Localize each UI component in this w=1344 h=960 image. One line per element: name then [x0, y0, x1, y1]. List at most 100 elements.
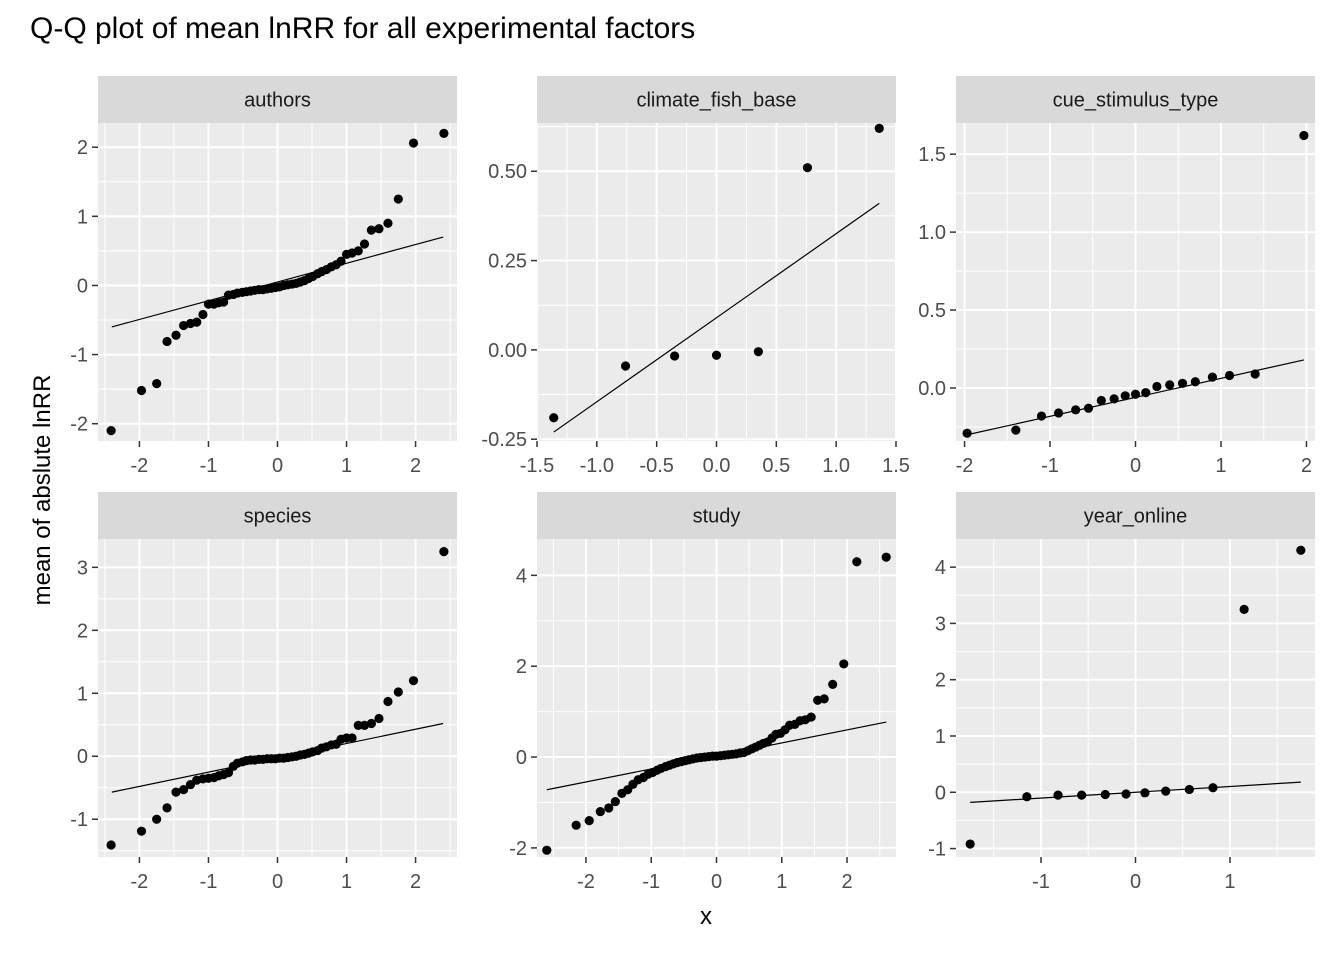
facet-label: climate_fish_base — [636, 90, 796, 112]
x-tick-label: -1 — [1041, 455, 1059, 477]
x-tick-label: 1.5 — [882, 455, 910, 477]
data-point — [1161, 786, 1171, 796]
x-tick-label: 2 — [1301, 455, 1312, 477]
y-tick-label: 4 — [516, 565, 527, 587]
y-tick-label: 2 — [77, 620, 88, 642]
data-point — [1130, 389, 1141, 399]
y-tick-label: -2 — [70, 414, 88, 436]
data-point — [408, 676, 419, 686]
data-point — [1109, 394, 1119, 404]
data-point — [162, 803, 172, 813]
y-tick-label: 1.0 — [918, 222, 946, 244]
data-point — [1296, 545, 1306, 555]
facet-strip — [98, 76, 457, 123]
data-point — [393, 194, 403, 204]
facet-strip — [537, 76, 896, 123]
data-point — [359, 720, 370, 730]
data-point — [819, 694, 829, 704]
data-point — [1208, 783, 1218, 793]
y-tick-label: 1.5 — [918, 144, 946, 166]
data-point — [549, 413, 559, 423]
data-point — [136, 826, 147, 836]
data-point — [1207, 372, 1218, 382]
data-point — [152, 814, 162, 824]
x-tick-label: 1 — [341, 871, 352, 893]
facet-label: year_online — [1084, 506, 1187, 528]
facet-strip — [956, 492, 1315, 539]
y-tick-label: 0 — [77, 746, 88, 768]
data-point — [1299, 130, 1309, 141]
data-point — [874, 123, 884, 133]
y-tick-label: -0.25 — [481, 429, 527, 451]
data-point — [1077, 790, 1087, 800]
data-point — [1239, 604, 1249, 614]
x-tick-label: -2 — [956, 455, 974, 477]
data-point — [1190, 377, 1200, 387]
panel-authors: authors -2 -1 0 1 2 -2 -1 0 1 2 — [70, 76, 457, 477]
x-tick-label: -1.0 — [580, 455, 614, 477]
y-tick-label: 2 — [516, 656, 527, 678]
facet-strip — [98, 492, 457, 539]
y-axis-title: mean of abslute lnRR — [29, 375, 56, 606]
data-point — [192, 317, 202, 327]
y-tick-label: 3 — [935, 613, 946, 635]
data-point — [179, 320, 189, 331]
data-point — [670, 351, 680, 361]
y-tick-label: 1 — [77, 683, 88, 705]
data-point — [806, 712, 816, 722]
data-point — [1100, 789, 1110, 800]
x-tick-label: 0 — [272, 871, 283, 893]
facet-label: species — [244, 506, 312, 528]
y-tick-label: 1 — [935, 726, 946, 748]
data-point — [439, 128, 449, 138]
x-tick-label: 1 — [341, 455, 352, 477]
data-point — [595, 806, 605, 817]
y-tick-label: 0 — [516, 747, 527, 769]
data-point — [383, 696, 393, 707]
x-tick-label: 1 — [1224, 871, 1235, 893]
facet-strip — [537, 492, 896, 539]
data-point — [1096, 395, 1106, 406]
data-point — [359, 239, 370, 249]
y-tick-label: -1 — [70, 809, 88, 831]
y-tick-label: 4 — [935, 557, 946, 579]
data-point — [610, 796, 620, 807]
y-tick-label: -1 — [928, 839, 946, 861]
data-point — [366, 225, 376, 235]
data-point — [439, 546, 449, 557]
data-point — [152, 379, 162, 389]
x-tick-label: 2 — [410, 871, 421, 893]
data-point — [802, 163, 813, 173]
data-point — [881, 552, 891, 562]
qq-reference-line — [553, 202, 880, 433]
x-tick-label: -0.5 — [639, 455, 673, 477]
data-point — [839, 659, 849, 669]
qq-reference-line — [111, 236, 444, 328]
data-point — [353, 246, 363, 256]
facet-label: cue_stimulus_type — [1053, 90, 1219, 112]
data-point — [1053, 790, 1063, 800]
data-point — [711, 350, 722, 360]
data-point — [171, 330, 181, 340]
data-point — [620, 361, 631, 371]
y-tick-label: 0.25 — [488, 251, 527, 273]
data-point — [106, 840, 116, 850]
data-point — [1165, 380, 1175, 390]
data-point — [1184, 784, 1194, 795]
data-point — [1022, 792, 1032, 802]
y-tick-label: 3 — [77, 557, 88, 579]
y-tick-label: 2 — [77, 137, 88, 159]
y-tick-label: 1 — [77, 206, 88, 228]
x-tick-label: -1 — [642, 871, 660, 893]
data-point — [171, 787, 181, 797]
data-point — [366, 718, 376, 729]
x-tick-label: 0 — [1130, 455, 1141, 477]
data-point — [542, 845, 552, 855]
panel-climate_fish_base: climate_fish_base -1.5 -1.0 -0.5 0.0 0.5 1.0 1.… — [481, 76, 910, 477]
data-point — [347, 733, 357, 743]
x-tick-label: -1 — [200, 455, 218, 477]
data-point — [1083, 403, 1094, 413]
data-point — [584, 816, 594, 826]
data-point — [106, 426, 116, 436]
